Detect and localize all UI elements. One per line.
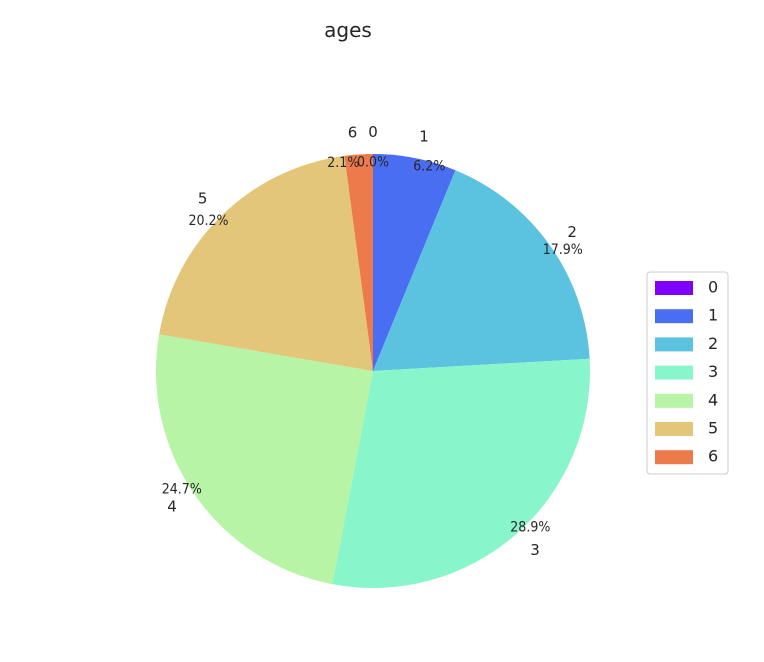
slice-label-0: 0 xyxy=(368,123,378,141)
slice-pct-label-3: 28.9% xyxy=(510,520,550,536)
legend-swatch-2 xyxy=(655,337,693,352)
legend-label-6: 6 xyxy=(708,447,718,466)
pie-slice-1 xyxy=(373,154,456,371)
slice-pct-label-5: 20.2% xyxy=(188,213,228,229)
slice-label-3: 3 xyxy=(530,541,540,559)
slice-label-5: 5 xyxy=(198,190,208,208)
pie-slice-4 xyxy=(156,334,373,585)
legend-label-1: 1 xyxy=(708,306,718,325)
legend-label-2: 2 xyxy=(708,334,718,353)
slice-label-4: 4 xyxy=(167,498,177,516)
slice-pct-label-1: 6.2% xyxy=(413,159,445,175)
legend-swatch-4 xyxy=(655,393,693,408)
slice-pct-label-0: 0.0% xyxy=(357,155,389,171)
legend: 0 1 2 3 4 5 6 xyxy=(646,271,729,475)
slice-label-6: 6 xyxy=(348,123,358,141)
legend-swatch-6 xyxy=(655,450,693,465)
pie-slice-3 xyxy=(332,358,590,589)
pie-slices xyxy=(156,154,590,589)
slice-label-2: 2 xyxy=(567,223,577,241)
pie-labels: 0 0.0% 1 6.2% 217.9% 3 28.9% 424.7% 5 20.2% 6 2.1% xyxy=(162,123,583,559)
pie-slice-6 xyxy=(344,154,373,371)
chart-title: ages xyxy=(324,18,372,42)
legend-swatch-5 xyxy=(655,422,693,436)
legend-swatch-3 xyxy=(655,365,693,380)
slice-pct-label-2: 17.9% xyxy=(543,242,583,258)
legend-label-3: 3 xyxy=(708,362,718,381)
slice-pct-label-4: 24.7% xyxy=(162,482,202,498)
legend-label-0: 0 xyxy=(708,278,718,297)
legend-swatch-1 xyxy=(655,309,693,324)
slice-pct-label-6: 2.1% xyxy=(327,155,359,171)
pie-slice-5 xyxy=(159,155,373,371)
legend-label-4: 4 xyxy=(708,390,718,409)
legend-swatch-0 xyxy=(655,281,693,295)
slice-label-1: 1 xyxy=(419,127,429,145)
legend-label-5: 5 xyxy=(708,419,718,438)
pie-slice-2 xyxy=(373,170,590,371)
